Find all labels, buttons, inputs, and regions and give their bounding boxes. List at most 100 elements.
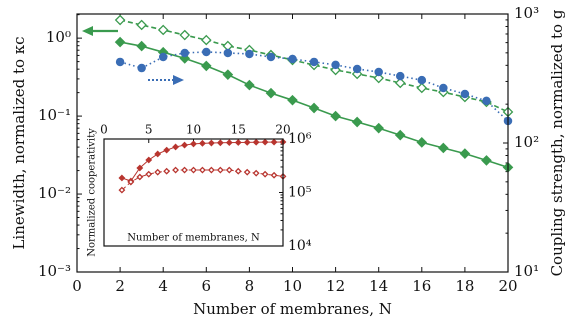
y-tick-label: 10⁴ — [288, 238, 312, 254]
y-tick-label: 10⁻¹ — [38, 106, 71, 124]
marker — [266, 52, 276, 62]
x-tick-label: 12 — [326, 277, 345, 295]
y-axis-label: Normalized cooperativity — [87, 128, 98, 257]
marker — [180, 48, 189, 58]
marker — [270, 138, 278, 146]
marker — [416, 82, 428, 94]
marker — [287, 94, 298, 106]
y-tick-label: 10⁰ — [46, 28, 71, 46]
marker — [288, 54, 297, 64]
marker — [199, 139, 206, 147]
marker — [114, 36, 126, 48]
marker — [118, 174, 126, 182]
x-tick-label: 6 — [202, 277, 212, 295]
y-axis-label: Linewidth, normalized to κc — [10, 36, 28, 249]
marker — [136, 19, 147, 31]
marker — [374, 67, 383, 77]
marker — [202, 47, 211, 57]
marker — [234, 139, 242, 146]
marker — [261, 138, 269, 146]
x-axis-label: Number of membranes, N — [193, 300, 392, 318]
marker — [395, 71, 405, 81]
marker — [352, 64, 362, 74]
marker — [181, 166, 188, 174]
marker — [416, 137, 428, 148]
y2-axis-label: Coupling strength, normalized to g — [548, 9, 566, 276]
y-tick-label: 10⁻² — [38, 184, 71, 202]
marker — [199, 166, 206, 174]
axes-frame — [76, 13, 509, 273]
marker — [265, 87, 277, 99]
marker — [223, 48, 233, 58]
marker — [394, 77, 406, 89]
marker — [216, 139, 224, 147]
marker — [309, 57, 319, 67]
marker — [181, 141, 188, 149]
marker — [252, 169, 260, 177]
x-tick-label: 0 — [72, 277, 82, 295]
inset: 0 5 10 15 20 10⁴ 10⁵ 10⁶ Number of membranes, N N… — [87, 123, 312, 257]
x-tick-label: 20 — [498, 277, 517, 295]
arrow-head — [173, 75, 184, 85]
marker — [261, 170, 269, 178]
y-tick-label: 10⁻³ — [38, 262, 71, 280]
marker — [154, 168, 162, 176]
x-tick-label: 8 — [245, 277, 255, 295]
marker — [158, 52, 168, 62]
x-tick-label: 0 — [100, 123, 108, 137]
arrows — [82, 26, 184, 85]
marker — [172, 143, 180, 151]
marker — [252, 138, 260, 146]
marker — [225, 139, 233, 147]
marker — [373, 72, 385, 84]
marker — [482, 96, 491, 106]
x-tick-label: 5 — [145, 123, 153, 137]
marker — [243, 168, 251, 176]
marker — [154, 150, 162, 158]
marker — [179, 29, 191, 41]
marker — [270, 171, 278, 179]
marker — [330, 110, 341, 122]
marker — [481, 155, 492, 166]
marker — [137, 63, 146, 73]
marker — [460, 89, 470, 99]
marker — [308, 102, 320, 114]
marker — [243, 138, 251, 146]
marker — [136, 164, 144, 172]
marker — [234, 167, 242, 175]
marker — [145, 170, 153, 178]
marker — [163, 146, 171, 154]
marker — [417, 75, 427, 85]
x-tick-label: 15 — [231, 123, 246, 137]
marker — [373, 122, 385, 134]
x-tick-label: 4 — [158, 277, 168, 295]
marker — [200, 34, 212, 46]
marker — [222, 69, 234, 80]
marker — [207, 166, 215, 174]
axes-frame — [103, 138, 284, 247]
y2-tick-label: 10¹ — [514, 262, 539, 280]
y-tick-label: 10⁶ — [288, 131, 312, 147]
marker — [145, 156, 153, 164]
x-tick-label: 14 — [369, 277, 388, 295]
x-tick-label: 10 — [283, 277, 302, 295]
marker — [351, 116, 363, 128]
arrow-head — [82, 26, 93, 36]
marker — [200, 60, 212, 72]
marker — [438, 142, 449, 154]
x-tick-label: 2 — [115, 277, 125, 295]
marker — [163, 167, 171, 175]
x-tick-label: 18 — [455, 277, 474, 295]
marker — [136, 173, 144, 181]
marker — [225, 166, 233, 174]
y2-tick-label: 10³ — [514, 4, 539, 22]
y2-tick-label: 10² — [514, 133, 539, 151]
y-tick-label: 10⁵ — [288, 185, 312, 201]
x-tick-label: 20 — [275, 123, 290, 137]
x-tick-label: 10 — [186, 123, 201, 137]
marker — [394, 129, 406, 141]
marker — [244, 79, 255, 91]
inset-background — [104, 139, 283, 246]
marker — [331, 60, 340, 70]
